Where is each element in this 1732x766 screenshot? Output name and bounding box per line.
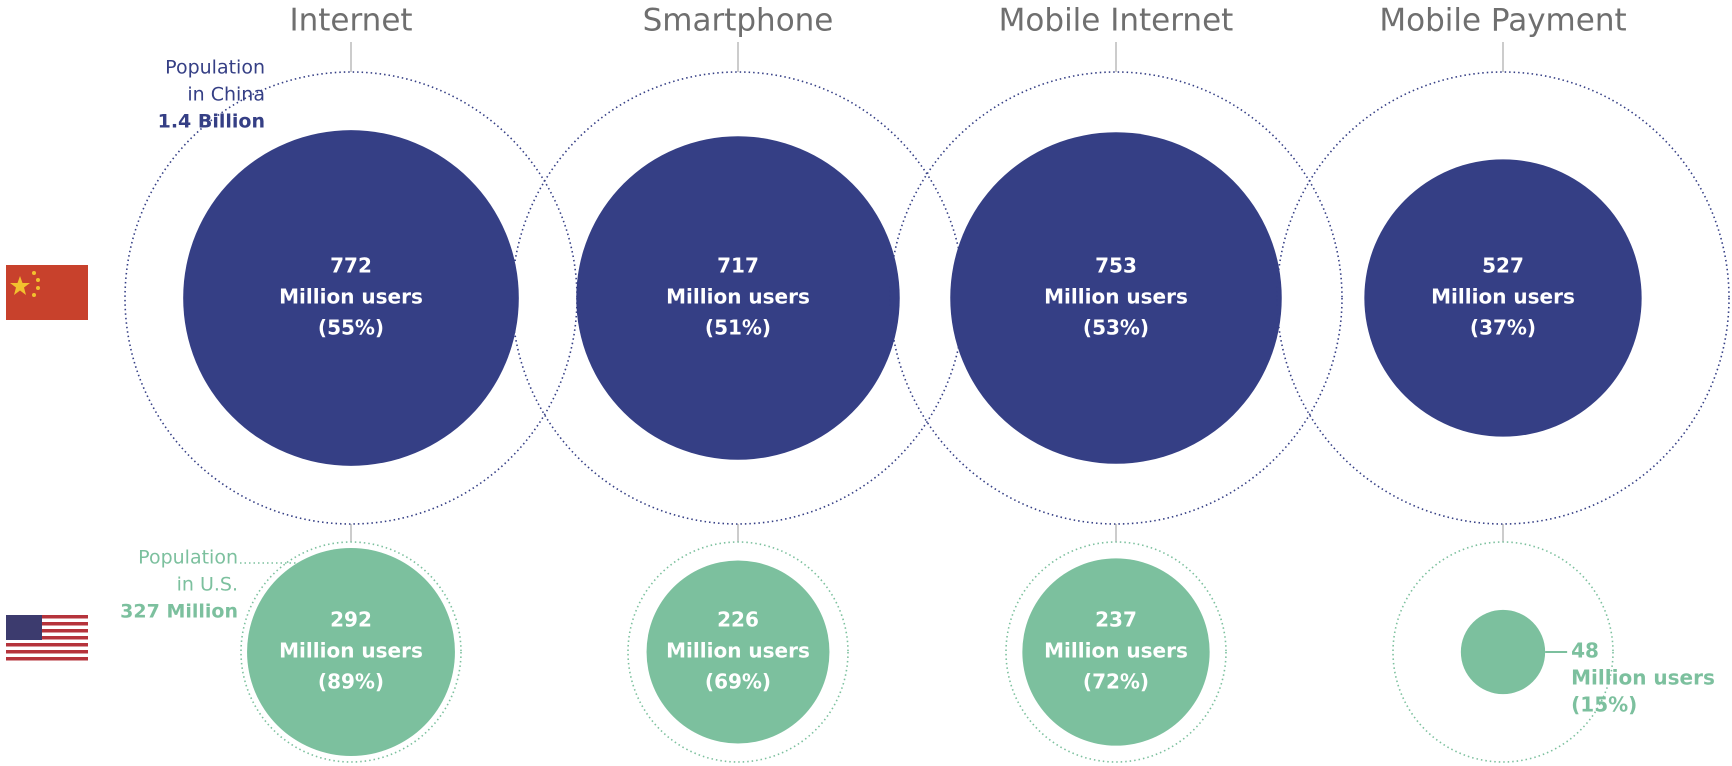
population-circle	[1392, 541, 1614, 763]
bubble-label: 226	[717, 608, 759, 632]
category-title: Internet	[289, 3, 412, 39]
bubble-label: Million users	[279, 639, 423, 663]
user-bubble	[183, 130, 519, 466]
bubble-label: (69%)	[705, 670, 771, 694]
bubble-label: (37%)	[1470, 316, 1536, 340]
population-label: Population	[138, 547, 238, 569]
user-bubble	[1022, 558, 1210, 746]
population-circle	[240, 541, 462, 763]
bubble-label: Million users	[1044, 285, 1188, 309]
bubble-label: Million users	[1571, 666, 1715, 690]
bubble-label: (72%)	[1083, 670, 1149, 694]
bubble-label: Million users	[1044, 639, 1188, 663]
population-circle	[1005, 541, 1227, 763]
bubble-label: (55%)	[318, 316, 384, 340]
user-bubble	[1460, 609, 1546, 695]
bubble-label: Million users	[666, 639, 810, 663]
user-bubble	[646, 560, 830, 744]
population-value: 1.4 Billion	[158, 111, 265, 133]
bubble-label: 48	[1571, 639, 1599, 663]
population-circle	[627, 541, 849, 763]
population-value: 327 Million	[120, 601, 238, 623]
user-bubble	[247, 548, 455, 756]
bubble-label: Million users	[1431, 285, 1575, 309]
population-circle	[1276, 71, 1730, 525]
bubble-label: 753	[1095, 254, 1137, 278]
bubble-label: 237	[1095, 608, 1137, 632]
china-flag	[6, 265, 88, 320]
user-bubble	[576, 136, 900, 460]
bubble-label: (53%)	[1083, 316, 1149, 340]
population-label: Population	[165, 57, 265, 79]
bubble-label: 527	[1482, 254, 1524, 278]
bubble-label: 292	[330, 608, 372, 632]
bubble-label: 772	[330, 254, 372, 278]
category-title: Mobile Internet	[999, 3, 1234, 39]
bubble-label: (51%)	[705, 316, 771, 340]
population-label: in U.S.	[177, 574, 238, 596]
bubble-label: Million users	[279, 285, 423, 309]
category-title: Smartphone	[643, 3, 834, 39]
user-bubble	[1364, 159, 1642, 437]
user-bubble	[950, 132, 1282, 464]
category-title: Mobile Payment	[1379, 3, 1626, 39]
population-label: in China	[187, 84, 265, 106]
bubble-label: (89%)	[318, 670, 384, 694]
bubble-label: Million users	[666, 285, 810, 309]
us-flag	[6, 615, 88, 661]
population-circle	[889, 71, 1343, 525]
bubble-label: (15%)	[1571, 693, 1637, 717]
bubble-label: 717	[717, 254, 759, 278]
